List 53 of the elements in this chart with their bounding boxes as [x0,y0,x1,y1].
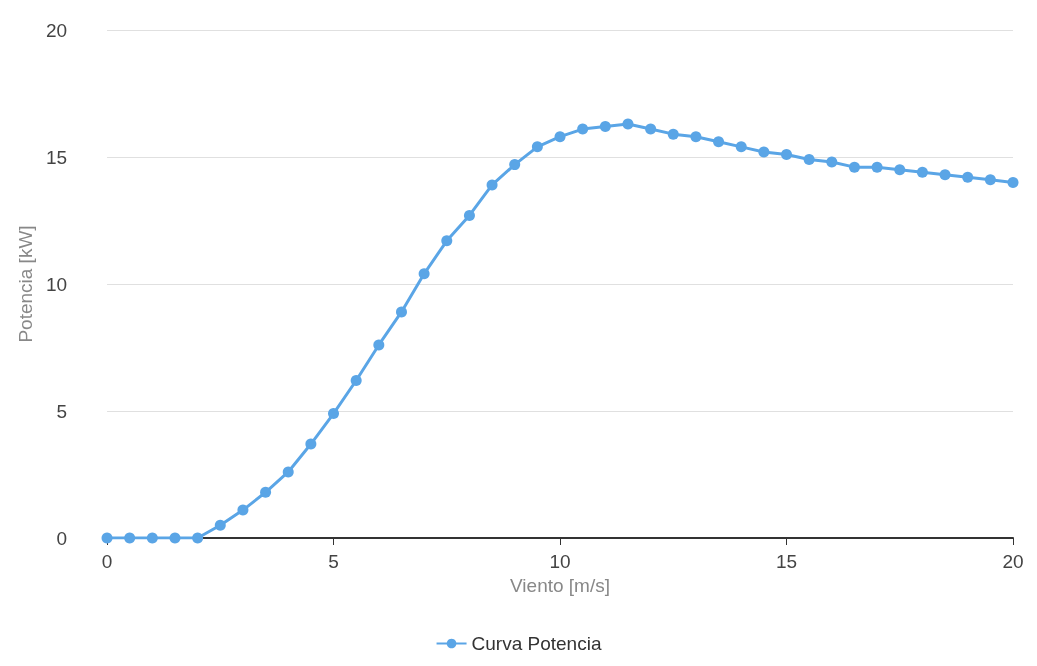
point [894,164,906,176]
x-tick-label: 5 [328,551,339,572]
point [622,118,634,130]
legend-label: Curva Potencia [471,633,602,654]
point [169,532,181,544]
point [781,148,793,160]
point [531,141,543,153]
x-axis-title: Viento [m/s] [510,574,611,596]
x-tick-label: 15 [775,551,798,572]
point [441,235,453,247]
point [667,128,679,140]
point [146,532,158,544]
y-tick-label: 0 [56,527,68,549]
y-tick-label: 5 [56,400,68,422]
x-tick-label: 20 [1002,551,1024,572]
point [577,123,589,135]
point [645,123,657,135]
point [328,408,340,420]
point [1007,176,1019,188]
point [871,161,883,173]
point [282,466,294,478]
point [803,154,815,166]
point [962,171,974,183]
point [373,339,385,351]
point [939,169,951,181]
point [395,306,407,318]
point [690,131,702,143]
point [192,532,204,544]
point [735,141,747,153]
point [237,504,249,516]
y-tick-label: 20 [45,19,68,41]
point [260,486,272,498]
y-axis-title: Potencia [kW] [15,225,36,343]
point [554,131,566,143]
point [758,146,770,158]
point [713,136,725,148]
point [848,161,860,173]
x-tick-label: 10 [549,551,571,572]
y-tick-label: 10 [45,273,68,295]
point [984,174,996,186]
x-tick-label: 0 [101,551,113,572]
point [826,156,838,168]
point [350,375,362,387]
point [916,166,928,178]
point [418,268,430,280]
point [509,159,521,171]
point [214,519,226,531]
point [463,209,475,221]
point [124,532,136,544]
y-tick-label: 15 [45,146,68,168]
point [305,438,317,450]
point [486,179,498,191]
point [599,121,611,133]
